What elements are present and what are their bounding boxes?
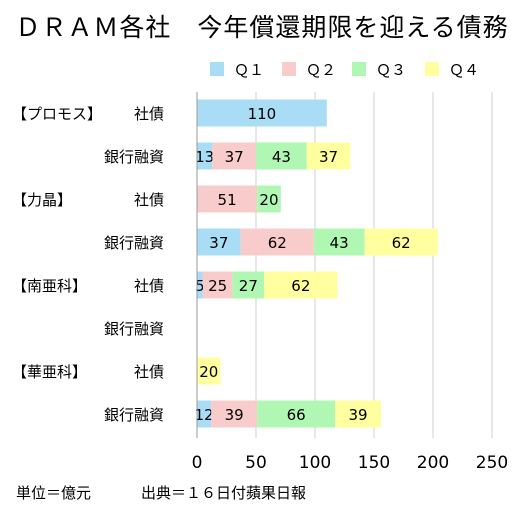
bar-segment	[240, 228, 314, 256]
x-tick-label: 150	[358, 453, 390, 473]
data-label: 39	[225, 406, 244, 424]
data-label: 43	[272, 148, 291, 166]
legend-swatch	[425, 62, 439, 76]
bar-segment	[197, 99, 327, 127]
chart-title: ＤＲＡＭ各社 今年償還期限を迎える債務	[15, 13, 509, 42]
x-tick-label: 50	[245, 453, 267, 473]
bar-segment	[211, 400, 258, 428]
bar-segment	[335, 400, 382, 428]
x-tick-label: 250	[476, 453, 508, 473]
bar-segment	[313, 228, 365, 256]
bar-segment	[264, 271, 338, 299]
source-note: 出典＝１６日付蘋果日報	[141, 484, 307, 502]
company-label: 【南亜科】	[12, 277, 87, 295]
data-label: 20	[259, 191, 278, 209]
bar-segment	[197, 185, 258, 213]
category-label: 銀行融資	[104, 148, 164, 166]
legend-label: Ｑ２	[306, 61, 336, 79]
bar-segment	[212, 142, 256, 170]
bar-segment	[256, 142, 307, 170]
data-label: 25	[208, 277, 227, 295]
data-label: 37	[225, 148, 244, 166]
data-label: 12	[195, 406, 214, 424]
data-label: 37	[319, 148, 338, 166]
company-label: 【プロモス】	[12, 105, 102, 123]
legend-label: Ｑ３	[376, 61, 406, 79]
bar-segment	[197, 228, 241, 256]
data-label: 66	[287, 406, 306, 424]
bar-segment	[306, 142, 351, 170]
category-label: 社債	[134, 191, 164, 209]
data-label: 62	[268, 234, 287, 252]
company-label: 【力晶】	[12, 191, 72, 209]
legend-swatch	[210, 62, 224, 76]
category-label: 社債	[134, 105, 164, 123]
bar-segment	[197, 271, 203, 299]
unit-note: 単位＝億元	[16, 484, 92, 502]
data-label: 5	[195, 277, 205, 295]
data-label: 37	[209, 234, 228, 252]
category-label: 社債	[134, 277, 164, 295]
data-label: 39	[349, 406, 368, 424]
legend-swatch	[282, 62, 296, 76]
category-label: 銀行融資	[104, 406, 164, 424]
data-label: 51	[218, 191, 237, 209]
bar-segment	[232, 271, 265, 299]
bar-segment	[197, 400, 212, 428]
category-label: 社債	[134, 363, 164, 381]
data-label: 20	[199, 363, 218, 381]
data-label: 13	[195, 148, 214, 166]
bar-segment	[364, 228, 438, 256]
x-tick-label: 0	[192, 453, 203, 473]
legend-label: Ｑ１	[234, 61, 264, 79]
legend-swatch	[352, 62, 366, 76]
bar-segment	[197, 357, 221, 385]
category-label: 銀行融資	[104, 320, 164, 338]
bar-segment	[197, 142, 213, 170]
data-label: 62	[291, 277, 310, 295]
company-label: 【華亜科】	[12, 363, 87, 381]
bar-segment	[257, 185, 281, 213]
x-tick-label: 100	[299, 453, 331, 473]
bar-segment	[257, 400, 336, 428]
bar-segment	[202, 271, 233, 299]
x-tick-label: 200	[417, 453, 449, 473]
category-label: 銀行融資	[104, 234, 164, 252]
data-label: 110	[248, 105, 277, 123]
data-label: 62	[392, 234, 411, 252]
legend-label: Ｑ４	[449, 61, 479, 79]
data-label: 43	[330, 234, 349, 252]
data-label: 27	[239, 277, 258, 295]
